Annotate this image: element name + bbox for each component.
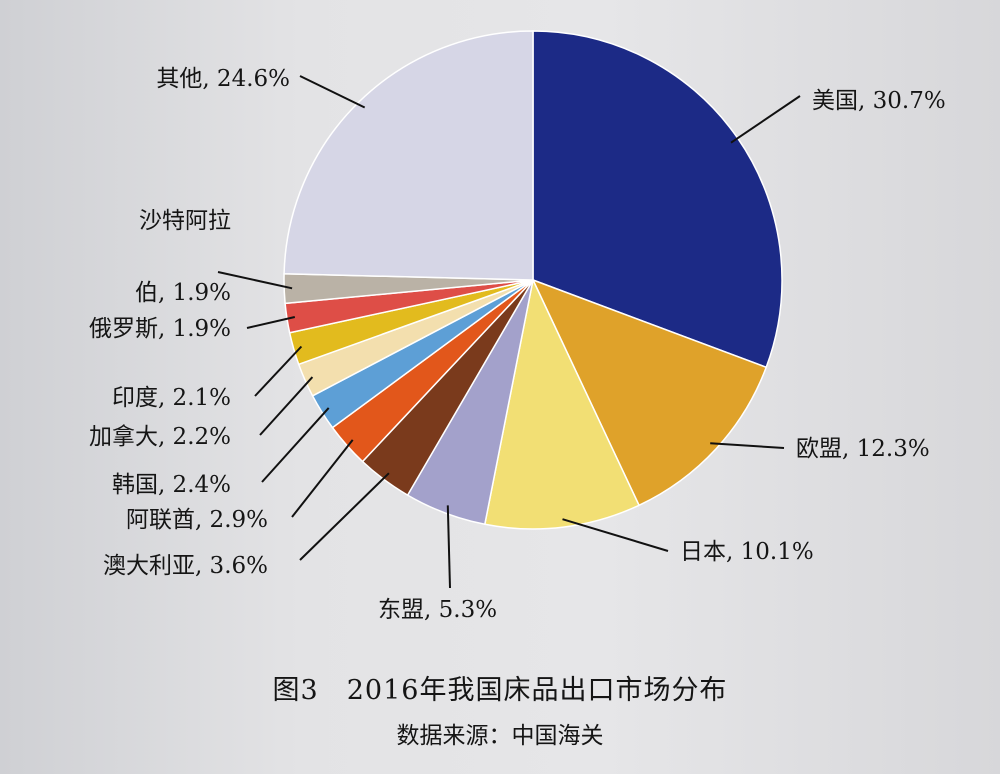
slice-label-6: 韩国, 2.4% <box>112 472 231 498</box>
slice-label-0: 美国, 30.7% <box>812 88 946 114</box>
leader-line-3 <box>446 505 451 589</box>
leader-line-5 <box>291 439 354 518</box>
figure-title: 图3 2016年我国床品出口市场分布 <box>272 675 728 706</box>
slice-label-11: 其他, 24.6% <box>156 66 290 92</box>
slice-label-1: 欧盟, 12.3% <box>796 436 930 462</box>
slice-label-7: 加拿大, 2.2% <box>89 423 231 450</box>
slice-label-4: 澳大利亚, 3.6% <box>103 553 268 579</box>
pie-slice-2 <box>483 277 641 530</box>
slice-label-2: 日本, 10.1% <box>680 539 814 565</box>
leader-line-10 <box>217 271 293 290</box>
leader-line-4 <box>299 472 390 561</box>
pie-slice-11 <box>283 30 534 281</box>
pie-slice-1 <box>531 278 768 507</box>
slice-label-10: 沙特阿拉伯, 1.9% <box>135 208 231 306</box>
figure-source: 数据来源：中国海关 <box>396 723 604 749</box>
pie-slices <box>283 30 783 530</box>
leader-line-7 <box>259 376 314 436</box>
leader-lines <box>217 75 801 589</box>
slice-label-3: 东盟, 5.3% <box>378 597 497 623</box>
leader-line-1 <box>710 442 785 449</box>
slice-label-5: 阿联酋, 2.9% <box>126 507 268 533</box>
leader-line-8 <box>254 345 303 397</box>
slice-label-9: 俄罗斯, 1.9% <box>89 316 231 342</box>
leader-line-2 <box>562 518 669 552</box>
slice-labels: 美国, 30.7% 欧盟, 12.3% 日本, 10.1% 东盟, 5.3% 澳大利亚,… <box>89 66 946 623</box>
leader-line-11 <box>299 75 366 109</box>
leader-line-9 <box>246 316 296 329</box>
leader-line-6 <box>261 407 330 483</box>
slice-label-8: 印度, 2.1% <box>112 385 231 411</box>
leader-line-0 <box>730 95 801 144</box>
